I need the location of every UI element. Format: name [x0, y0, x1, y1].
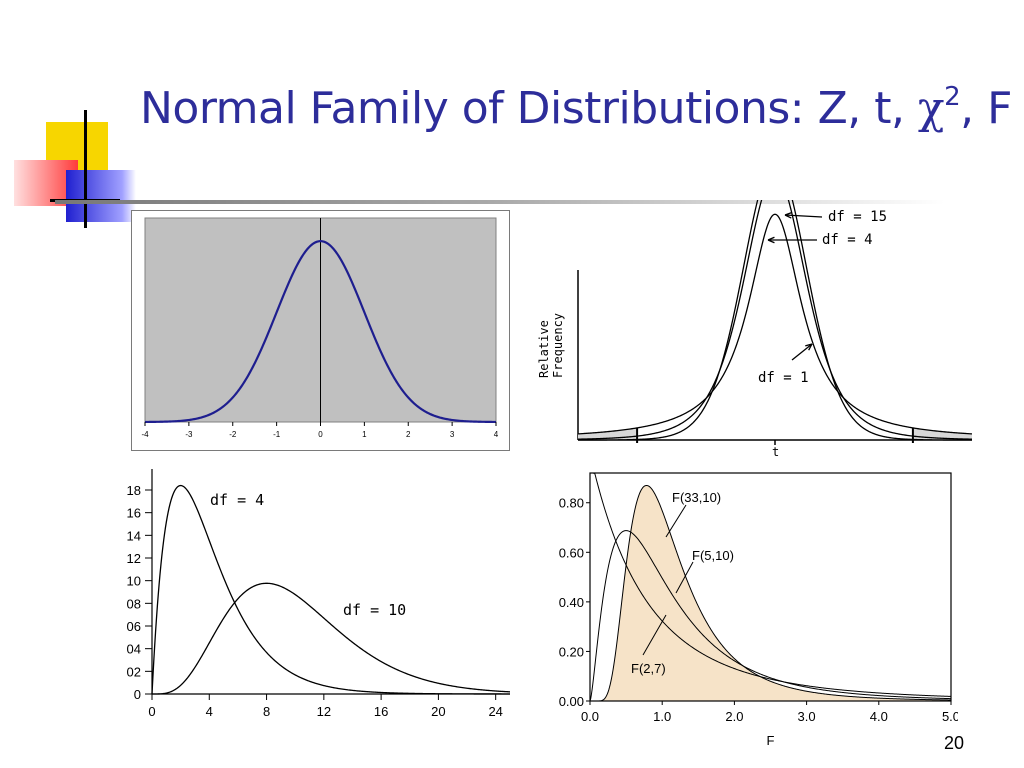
title-tail: , F: [960, 83, 1012, 134]
title-main: Normal Family of Distributions: Z, t,: [140, 83, 918, 134]
chi-curve-df4: [151, 484, 510, 695]
t-y-label-line2: Frequency: [551, 313, 565, 378]
t-arrow-head: [767, 236, 775, 244]
t-distribution-chart: df = 15 df = 4 df = 1 t Relative Frequency: [537, 200, 973, 459]
z-x-tick-label: 0: [318, 430, 323, 439]
t-series-label: df = 15: [828, 209, 887, 225]
f-curve-5-10: [589, 530, 952, 702]
f-label-leader: [675, 561, 694, 594]
f-y-tick-label: 0.80: [559, 496, 584, 511]
z-x-tick-label: 2: [406, 430, 411, 439]
f-x-tick-label: 5.0: [942, 709, 958, 724]
t-curve-df15: [578, 200, 972, 441]
f-label-leader: [642, 614, 667, 656]
z-x-tick-label: -1: [273, 430, 281, 439]
t-y-label-line1: Relative: [537, 320, 551, 378]
t-arrow-head: [805, 343, 813, 351]
chi-series-label: df = 4: [210, 491, 264, 509]
chi-y-tick-label: 02: [127, 664, 141, 679]
f-x-tick-label: 2.0: [725, 709, 743, 724]
z-distribution-chart: -4 -3 -2 -1 0 1 2 3 4: [131, 210, 510, 451]
deco-vertical-line: [84, 110, 87, 228]
f-x-tick-label: 3.0: [798, 709, 816, 724]
t-x-label: t: [772, 445, 779, 459]
z-x-tick-label: 3: [450, 430, 455, 439]
f-y-tick-label: 0.60: [559, 545, 584, 560]
chi-y-tick-label: 08: [127, 596, 141, 611]
chi-x-tick-label: 8: [263, 704, 270, 719]
f-x-tick-label: 4.0: [870, 709, 888, 724]
f-x-tick-label: 0.0: [581, 709, 599, 724]
f-series-label: F(5,10): [692, 548, 734, 563]
chi-x-tick-label: 20: [431, 704, 445, 719]
chi-y-tick-label: 18: [127, 483, 141, 498]
t-series-label: df = 4: [822, 232, 873, 248]
z-x-tick-label: 4: [494, 430, 499, 439]
chi-x-tick-label: 12: [317, 704, 331, 719]
chi-y-tick-label: 14: [127, 528, 141, 543]
f-distribution-chart: 0.00 0.20 0.40 0.60 0.80 0.0 1.0 2.0 3.0 4.0 5.0 F F…: [559, 472, 958, 748]
f-y-tick-label: 0.40: [559, 595, 584, 610]
z-x-tick-label: -4: [141, 430, 149, 439]
title-rule: [55, 200, 945, 204]
z-x-tick-label: -2: [229, 430, 237, 439]
z-x-tick-label: 1: [362, 430, 367, 439]
chi-y-tick-label: 0: [134, 687, 141, 702]
t-label-arrow: [784, 214, 823, 218]
t-series-label: df = 1: [758, 370, 809, 386]
page-number: 20: [943, 733, 964, 753]
deco-blue-square: [66, 170, 136, 222]
chi-y-tick-label: 12: [127, 551, 141, 566]
chi-series-label: df = 10: [343, 601, 406, 619]
chi-y-tick-label: 10: [127, 574, 141, 589]
z-curve: [144, 240, 497, 424]
f-curve-33-10: [590, 484, 952, 702]
f-series-label: F(33,10): [672, 490, 721, 505]
f-fill-area-33-10: [590, 485, 951, 701]
f-curve-2-7: [593, 472, 952, 697]
chi-y-tick-label: 04: [127, 642, 141, 657]
f-label-leader: [665, 504, 687, 538]
title-chi: χ: [917, 83, 945, 134]
f-y-tick-label: 0.20: [559, 644, 584, 659]
t-label-arrow: [791, 343, 813, 361]
title-superscript: 2: [944, 82, 961, 112]
f-plot-frame: [589, 472, 952, 702]
t-curve-df4: [577, 200, 973, 440]
f-x-label: F: [767, 733, 775, 748]
chi-y-tick-label: 06: [127, 619, 141, 634]
f-series-label: F(2,7): [631, 661, 666, 676]
f-y-tick-label: 0.00: [559, 694, 584, 709]
z-x-tick-label: -3: [185, 430, 193, 439]
chi-x-tick-label: 0: [148, 704, 155, 719]
chi-curve-df10: [152, 582, 511, 695]
chi-x-tick-label: 4: [206, 704, 213, 719]
chi-x-tick-label: 24: [488, 704, 502, 719]
chi-x-tick-label: 16: [374, 704, 388, 719]
t-curve-df1: [577, 213, 973, 435]
slide-title: Normal Family of Distributions: Z, t, χ2…: [140, 82, 1012, 134]
f-x-tick-label: 1.0: [653, 709, 671, 724]
t-arrow-head: [784, 212, 792, 219]
chi-y-tick-label: 16: [127, 506, 141, 521]
